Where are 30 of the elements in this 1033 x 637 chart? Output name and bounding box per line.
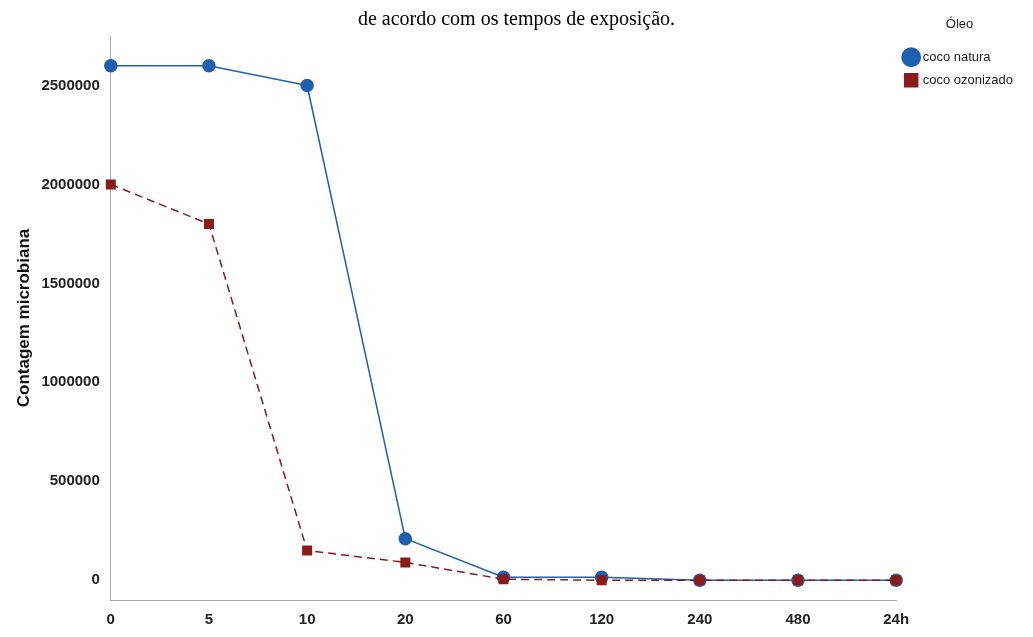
point <box>203 219 214 229</box>
y-tick-label: 0 <box>91 570 100 588</box>
x-tick-label: 0 <box>106 610 115 628</box>
y-tick-label: 1000000 <box>41 372 100 390</box>
x-tick-label: 120 <box>589 610 615 628</box>
point <box>202 58 216 73</box>
y-axis-title: Contagem microbiana <box>13 228 33 408</box>
y-tick-label: 2500000 <box>41 75 100 93</box>
chart-title: de acordo com os tempos de exposição. <box>357 7 676 31</box>
point <box>104 58 118 73</box>
x-tick-label: 5 <box>204 610 214 628</box>
point <box>105 179 116 190</box>
y-tick-label: 1500000 <box>41 273 100 291</box>
point <box>498 574 509 585</box>
legend-label: coco natura <box>922 48 992 64</box>
y-tick-label: 2000000 <box>41 174 100 192</box>
point <box>398 531 413 546</box>
x-tick-label: 20 <box>396 610 414 628</box>
y-tick-label: 500000 <box>49 471 100 489</box>
legend-label: coco ozonizado <box>922 71 1013 87</box>
point <box>596 575 607 586</box>
point <box>300 78 314 93</box>
x-tick-label: 480 <box>785 610 811 628</box>
x-tick-label: 240 <box>687 610 713 628</box>
point <box>302 545 313 556</box>
legend-title: Óleo <box>945 16 974 32</box>
x-tick-label: 60 <box>495 610 512 628</box>
point <box>400 557 411 568</box>
x-tick-label: 24h <box>883 610 910 628</box>
x-tick-label: 10 <box>298 610 316 628</box>
